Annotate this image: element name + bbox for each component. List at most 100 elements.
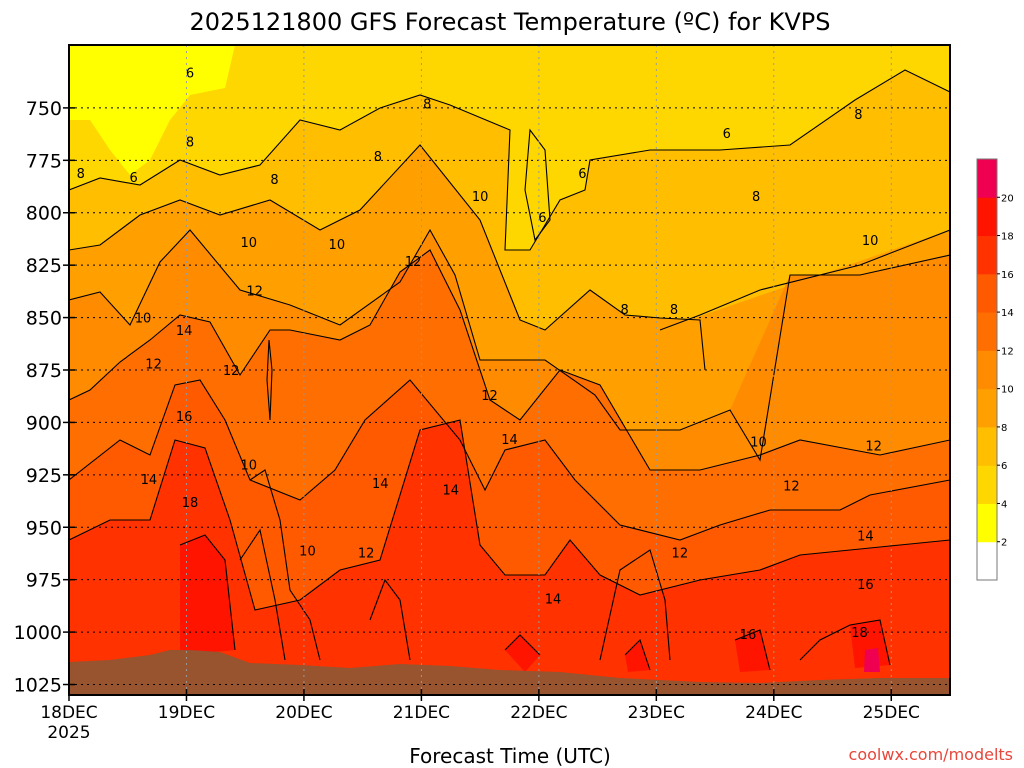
y-tick-label: 1000 [14,622,62,644]
colorbar-tick-label: 10 [1001,385,1014,396]
contour-value-label: 14 [442,484,459,499]
band-level-20-22 [864,648,880,672]
contour-value-label: 12 [358,546,375,561]
contour-value-label: 10 [135,312,152,327]
contour-value-label: 8 [854,108,862,123]
x-tick-label: 22DEC [510,703,567,723]
x-axis-label: Forecast Time (UTC) [409,744,611,768]
contour-value-label: 10 [240,458,257,473]
grid-lines [69,45,950,695]
contour-line [179,534,236,651]
contour-value-label: 6 [129,171,137,186]
y-tick-label: 875 [26,360,62,382]
contour-line [624,638,651,671]
contour-value-label: 14 [545,593,562,608]
contour-value-label: 8 [620,303,628,318]
y-tick-label: 1025 [14,675,62,697]
colorbar-tick-label: 6 [1001,461,1007,472]
contour-value-label: 14 [857,530,874,545]
credit-text[interactable]: coolwx.com/modelts [849,745,1013,764]
colorbar-tick-label: 4 [1001,499,1007,510]
x-tick-label: 19DEC [158,703,215,723]
contour-value-label: 12 [246,284,263,299]
contour-line [69,379,950,541]
colorbar-swatch [977,235,997,275]
colorbar-tick-label: 20 [1001,193,1014,204]
contour-line [659,229,950,331]
contour-value-label: 8 [186,135,194,150]
contour-value-label: 16 [857,578,874,593]
x-tick-label: 20DEC [275,703,332,723]
colorbar-swatch [977,350,997,390]
contour-value-label: 14 [501,433,518,448]
contour-line [266,339,273,421]
contour-line [69,228,950,462]
contour-value-label: 12 [223,364,240,379]
contour-line [734,629,771,671]
x-tick-label: 18DEC [40,703,97,723]
contour-value-label: 14 [372,477,389,492]
colorbar-swatch [977,273,997,313]
contour-value-label: 10 [472,190,489,205]
x-tick-label: 23DEC [628,703,685,723]
colorbar-tick-label: 12 [1001,346,1014,357]
contour-value-label: 16 [176,410,193,425]
colorbar-tick-label: 2 [1001,538,1007,549]
contour-value-label: 12 [145,358,162,373]
contour-lines [69,69,950,671]
contour-value-label: 6 [186,66,194,81]
x-tick-label: 25DEC [863,703,920,723]
contour-value-label: 8 [270,173,278,188]
contour-line [599,549,671,661]
y-tick-label: 950 [26,517,62,539]
y-tick-label: 775 [26,150,62,172]
y-tick-label: 800 [26,203,62,225]
contour-value-label: 8 [77,167,85,182]
y-axis: 750 775 800 825 850 875 900 925 950 975 1000 1025 [14,98,75,697]
contour-line [69,249,950,471]
contour-value-label: 10 [299,544,316,559]
contour-value-label: 10 [750,435,767,450]
colorbar-swatch [977,312,997,351]
contour-line [249,469,321,661]
chart-title: 2025121800 GFS Forecast Temperature (ºC)… [190,8,831,36]
x-tick-label: 21DEC [393,703,450,723]
contour-line [524,128,551,242]
contour-value-label: 12 [865,439,882,454]
colorbar-frame [976,158,998,581]
x-axis: 18DEC 19DEC 20DEC 21DEC 22DEC 23DEC 24DEC 25DEC… [40,689,920,743]
y-tick-label: 975 [26,570,62,592]
band-level-2-4 [69,45,235,175]
contour-value-label: 8 [752,190,760,205]
contour-value-label: 6 [723,127,731,142]
contour-value-label: 6 [538,211,546,226]
x-tick-label: 24DEC [745,703,802,723]
colorbar-legend: 2 4 6 8 10 12 14 16 18 20 [976,158,1014,581]
y-tick-label: 750 [26,98,62,120]
contour-value-label: 8 [423,98,431,113]
colorbar-swatch [977,465,997,504]
contour-line [69,144,706,371]
contour-line [799,619,891,666]
colorbar-tick-label: 16 [1001,270,1014,281]
contour-value-label: 12 [672,546,689,561]
contour-labels: 6 8 6 8 8 8 8 6 8 6 8 10 6 10 10 10 12 12 8 8 10 14 12 12 12 16 14… [77,66,882,643]
x-year-label: 2025 [47,723,90,743]
contour-line [239,528,286,661]
y-tick-label: 925 [26,465,62,487]
contour-value-label: 6 [578,167,586,182]
colorbar-tick-label: 8 [1001,423,1007,434]
colorbar-swatch [977,159,997,198]
plot-area [69,45,950,695]
contour-value-label: 8 [374,150,382,165]
contour-value-label: 12 [783,479,800,494]
contour-line [369,578,411,661]
y-tick-label: 825 [26,255,62,277]
colorbar-swatch [977,541,997,581]
colorbar-tick-label: 18 [1001,232,1014,243]
contour-value-label: 18 [182,496,199,511]
colorbar-swatch [977,426,997,466]
contour-value-label: 10 [862,234,879,249]
colorbar-tick-label: 14 [1001,308,1014,319]
